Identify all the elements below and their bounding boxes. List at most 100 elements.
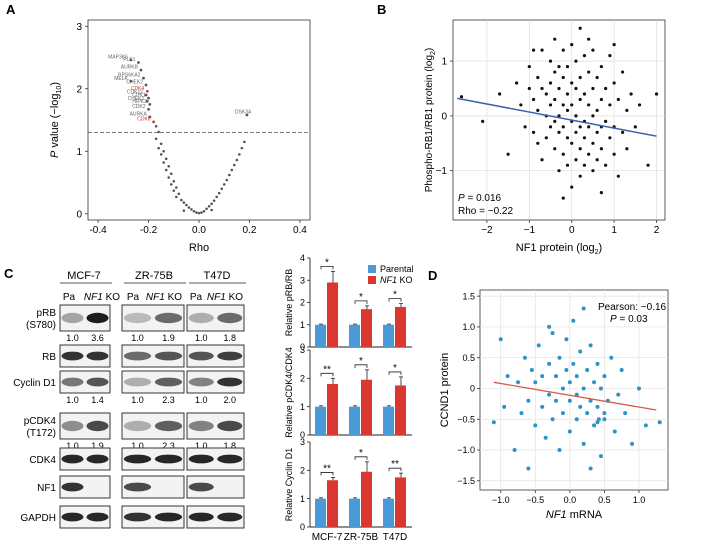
significance-marker: * <box>393 290 397 301</box>
data-point <box>574 86 578 91</box>
bar <box>315 324 326 347</box>
panel-a-axes: -0.4 -0.2 0.0 0.2 0.4 0 1 2 3 <box>76 22 307 236</box>
y-tick-label: 1 <box>300 402 305 412</box>
data-point <box>540 48 544 52</box>
blot-strip <box>186 475 245 499</box>
band-quantification: 1.0 <box>195 441 208 451</box>
y-tick-label: −1 <box>436 166 448 177</box>
data-point <box>553 70 557 74</box>
data-point <box>578 75 582 80</box>
data-point <box>578 97 582 102</box>
bar <box>315 406 326 435</box>
data-point <box>591 48 595 52</box>
gene-label: HIPK2 <box>132 99 147 105</box>
data-point <box>557 448 562 452</box>
y-tick-label: 0 <box>441 111 447 122</box>
blot-row-label: (T172) <box>27 428 56 439</box>
panel-d-scatter-plot: −1.0 −0.5 0.0 0.5 1.0−1.5−1.0−0.500.51.01.5 … <box>439 289 669 521</box>
bar-y-axis-label: Relative Cyclin D1 <box>284 448 294 522</box>
data-point <box>587 70 591 74</box>
x-tick-label: T47D <box>383 532 407 543</box>
data-point <box>654 92 659 96</box>
band-quantification: 1.9 <box>91 441 104 451</box>
panel-b-regression-line <box>457 97 657 137</box>
data-point <box>157 146 160 150</box>
gene-label: RPS6KA2 <box>118 73 141 79</box>
blot-band <box>123 312 152 324</box>
data-point <box>585 368 590 372</box>
data-point <box>604 86 608 91</box>
y-tick-label: −1.0 <box>457 445 475 455</box>
data-point <box>526 398 531 403</box>
y-tick-label: 0 <box>300 430 305 440</box>
panel-b-x-axis-label: NF1 protein (log2) <box>516 242 602 256</box>
data-point <box>592 423 597 428</box>
blot-strip <box>186 505 245 529</box>
blot-row-label: pRB <box>37 308 57 319</box>
data-point <box>174 186 178 189</box>
y-tick-label: 3 <box>300 345 305 355</box>
data-point <box>643 423 648 428</box>
band-quantification: 1.0 <box>66 441 79 451</box>
data-point <box>148 115 152 119</box>
band-quantification: 1.4 <box>91 395 104 405</box>
gene-label: CDK6 <box>137 116 151 122</box>
data-point <box>540 86 544 91</box>
blot-band <box>154 454 183 464</box>
y-tick-label: 3 <box>76 22 82 33</box>
cell-line-label: MCF-7 <box>67 270 101 282</box>
gene-label: AURKB <box>121 65 139 71</box>
y-tick-label: 3 <box>300 275 305 285</box>
x-tick-label: 0.0 <box>564 495 577 505</box>
data-point <box>245 113 249 117</box>
x-tick-label: 0.5 <box>598 495 611 505</box>
gene-label: CHEK1 <box>128 96 145 102</box>
data-point <box>215 195 218 199</box>
panel-a-points <box>129 58 249 215</box>
data-point <box>548 59 553 63</box>
data-point <box>588 343 593 348</box>
data-point <box>553 37 557 41</box>
data-point <box>565 136 570 140</box>
data-point <box>190 208 193 211</box>
panel-label-a: A <box>6 2 16 17</box>
data-point <box>602 411 607 416</box>
data-point <box>548 125 553 129</box>
blot-band <box>61 377 84 387</box>
data-point <box>162 161 165 164</box>
data-point <box>162 149 165 153</box>
blot-band <box>61 454 84 464</box>
data-point <box>527 86 531 91</box>
data-point <box>570 81 574 85</box>
band-quantification: 1.0 <box>66 333 79 343</box>
data-point <box>533 380 538 385</box>
data-point <box>529 368 534 372</box>
data-point <box>512 448 517 452</box>
blot-strip <box>121 447 185 471</box>
data-point <box>574 130 578 134</box>
x-tick-label: −0.5 <box>526 495 544 505</box>
data-point <box>591 141 595 145</box>
data-point <box>604 163 608 167</box>
bar <box>349 498 360 527</box>
data-point <box>164 157 168 161</box>
data-point <box>595 361 600 366</box>
data-point <box>519 411 524 416</box>
significance-bracket <box>320 265 334 270</box>
data-point <box>565 163 570 167</box>
data-point <box>612 81 616 85</box>
data-point <box>159 142 163 146</box>
data-point <box>543 435 548 440</box>
bar <box>349 406 360 435</box>
data-point <box>557 64 561 69</box>
band-quantification: 1.0 <box>131 333 144 343</box>
data-point <box>616 392 621 397</box>
blot-row-label: NF1 <box>37 483 56 494</box>
blot-strip <box>59 344 111 368</box>
data-point <box>587 152 591 156</box>
data-point <box>608 54 612 58</box>
data-point <box>557 355 562 360</box>
blot-band <box>188 312 214 324</box>
data-point <box>574 374 579 379</box>
